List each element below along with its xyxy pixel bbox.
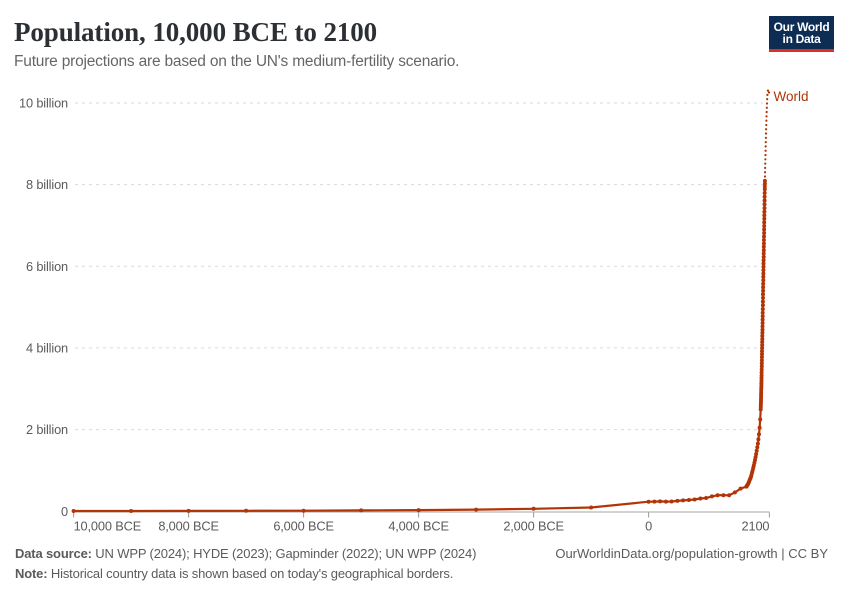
svg-text:10 billion: 10 billion <box>19 96 68 111</box>
svg-text:2 billion: 2 billion <box>26 422 68 437</box>
svg-text:4 billion: 4 billion <box>26 341 68 356</box>
svg-text:World: World <box>774 89 809 104</box>
svg-text:4,000 BCE: 4,000 BCE <box>388 518 449 533</box>
svg-text:8,000 BCE: 8,000 BCE <box>158 518 219 533</box>
svg-text:6 billion: 6 billion <box>26 259 68 274</box>
svg-text:2,000 BCE: 2,000 BCE <box>503 518 564 533</box>
svg-text:10,000 BCE: 10,000 BCE <box>74 518 142 533</box>
svg-text:6,000 BCE: 6,000 BCE <box>273 518 334 533</box>
svg-text:8 billion: 8 billion <box>26 177 68 192</box>
svg-text:0: 0 <box>645 518 652 533</box>
svg-text:2100: 2100 <box>742 518 770 533</box>
svg-text:0: 0 <box>61 504 68 519</box>
